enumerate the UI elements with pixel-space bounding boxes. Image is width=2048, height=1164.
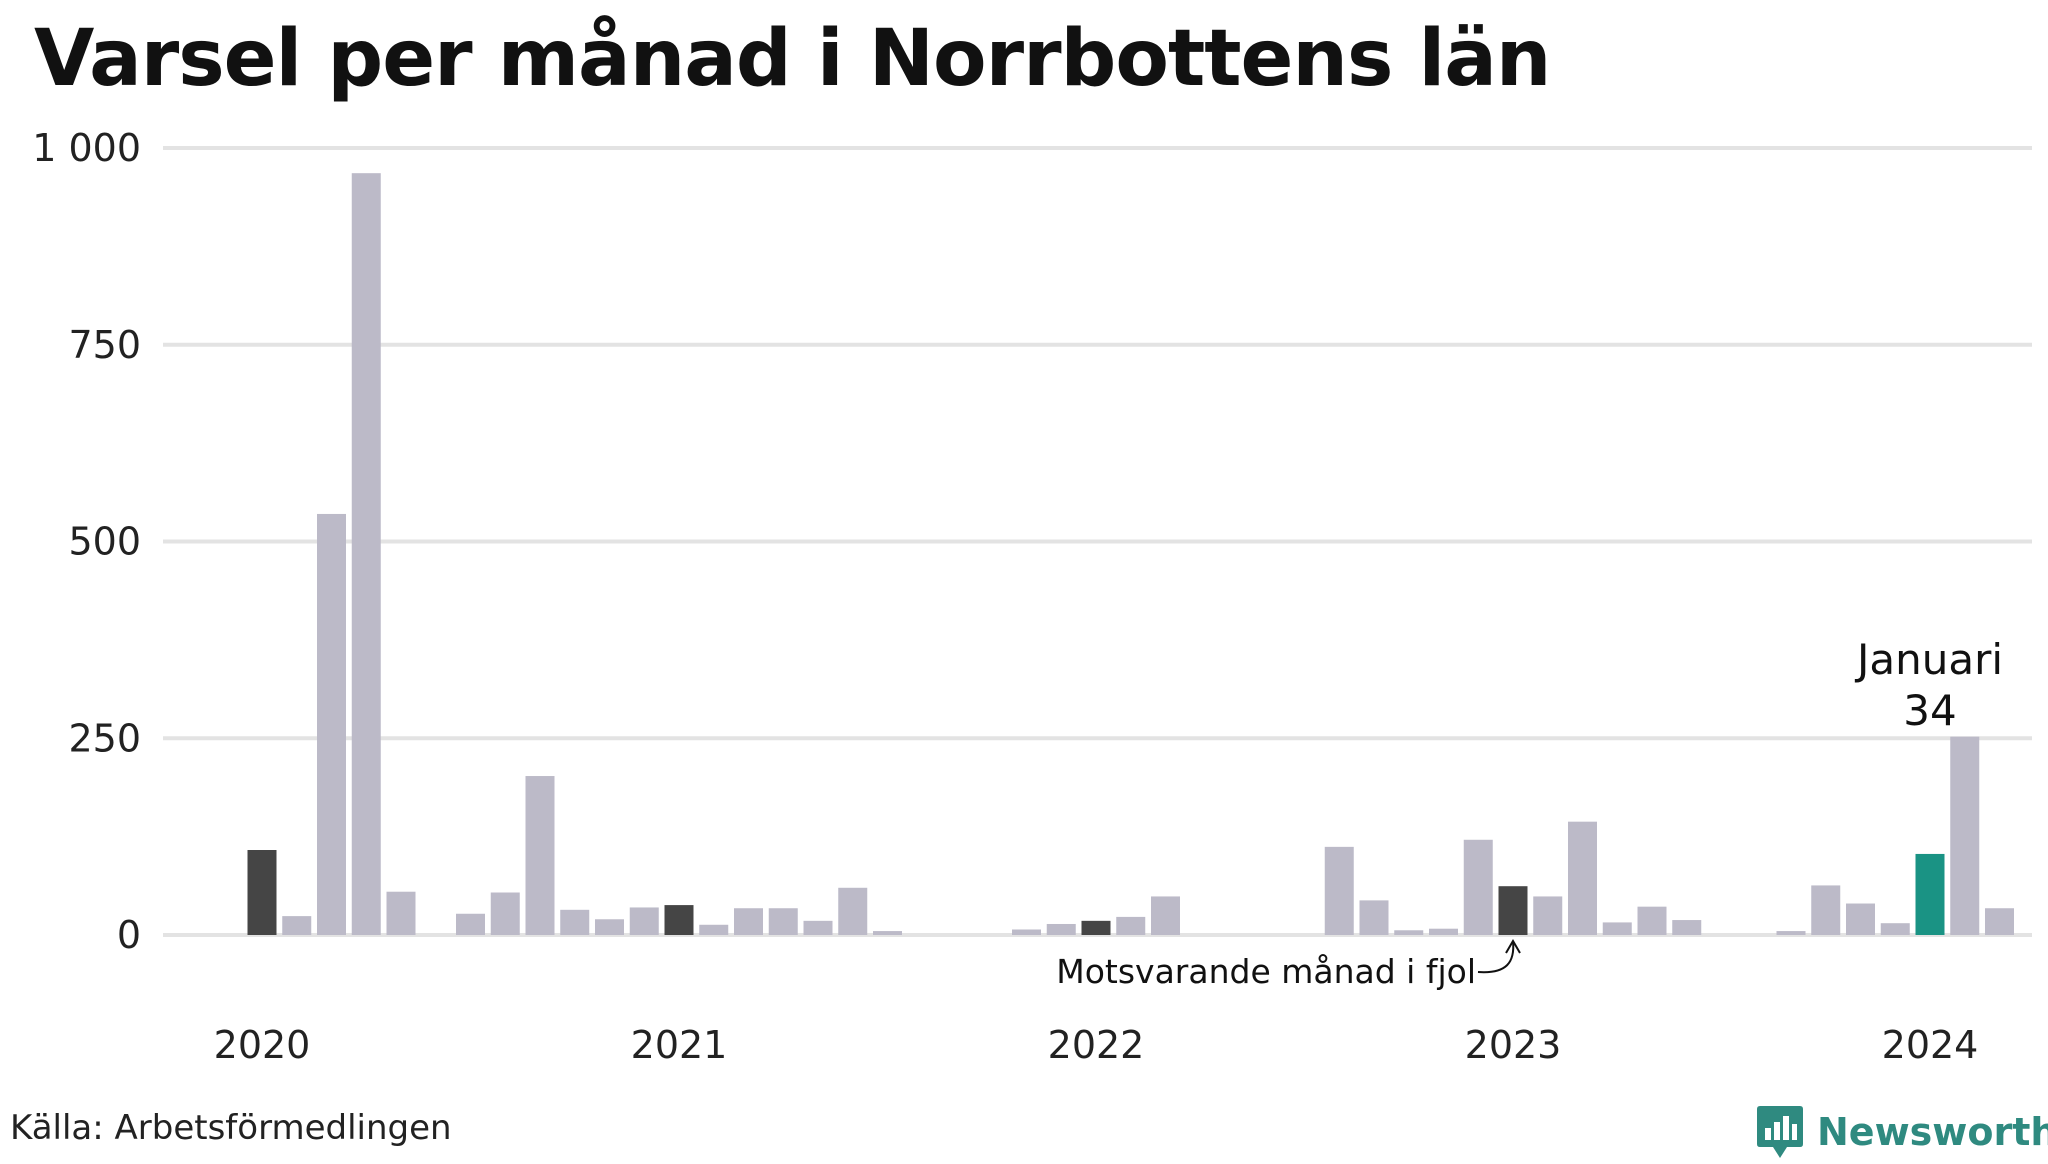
x-tick-label: 2023 (1465, 1023, 1562, 1067)
bar-2020-02 (282, 916, 312, 935)
y-tick-label: 750 (68, 323, 141, 367)
bar-2021-04 (768, 908, 798, 935)
y-tick-label: 0 (117, 913, 141, 957)
bar-2023-01 (1498, 886, 1528, 935)
bar-2020-08 (490, 892, 520, 935)
bar-2022-02 (1116, 916, 1146, 935)
y-axis-ticks: 0 250 500 750 1 000 (32, 126, 141, 957)
bar-2023-10 (1811, 885, 1841, 935)
bar-2022-03 (1151, 896, 1180, 935)
bars (247, 173, 2014, 935)
bar-2022-01 (1081, 920, 1111, 935)
bar-2022-11 (1429, 928, 1458, 935)
x-tick-label: 2024 (1882, 1023, 1979, 1067)
bar-2021-06 (838, 887, 868, 935)
x-tick-label: 2022 (1048, 1023, 1145, 1067)
bar-2020-10 (560, 909, 590, 935)
previous-month-annotation: Motsvarande månad i fjol (1056, 952, 1476, 991)
x-tick-label: 2021 (631, 1023, 728, 1067)
bar-undefined (1985, 908, 2014, 935)
bar-2020-09 (525, 776, 555, 935)
bar-2021-11 (1012, 929, 1041, 935)
bar-2023-03 (1568, 821, 1597, 935)
bar-2021-01 (664, 905, 694, 935)
bar-2023-12 (1880, 923, 1910, 935)
bar-2021-12 (1046, 923, 1076, 935)
newsworthy-logo: Newsworthy (1755, 1100, 2048, 1164)
x-axis-ticks: 2020 2021 2022 2023 2024 (214, 1023, 1979, 1067)
source-note: Källa: Arbetsförmedlingen (10, 1108, 452, 1148)
bar-chart: 0 250 500 750 1 000 2020 2021 2022 2023 2024 Mot… (32, 126, 2032, 1067)
bar-2020-04 (351, 173, 381, 935)
y-tick-label: 250 (68, 716, 141, 760)
bar-2024-01 (1915, 853, 1945, 935)
bar-2022-12 (1463, 839, 1493, 935)
bar-2020-01 (247, 850, 277, 935)
bar-2021-03 (734, 908, 763, 935)
annotation-arrow-head (1505, 939, 1521, 954)
latest-value-label: 34 (1903, 686, 1956, 735)
bar-2021-05 (803, 920, 833, 935)
bar-2021-07 (873, 931, 902, 935)
bar-2023-11 (1846, 903, 1875, 935)
bar-2020-07 (456, 913, 485, 935)
bar-2022-08 (1324, 846, 1354, 935)
bar-2022-10 (1394, 930, 1424, 935)
annotation-arrow-line (1477, 940, 1515, 974)
bar-2020-03 (317, 513, 346, 935)
bar-2023-09 (1776, 931, 1806, 935)
bar-2020-05 (386, 891, 416, 935)
bar-chart-speech-bubble-icon (1757, 1106, 1803, 1158)
bar-2020-11 (595, 919, 624, 935)
bar-2021-02 (699, 924, 729, 935)
bar-2023-05 (1637, 906, 1667, 935)
y-tick-label: 1 000 (32, 126, 141, 170)
x-tick-label: 2020 (214, 1023, 311, 1067)
bar-2023-02 (1533, 896, 1563, 935)
latest-month-label: Januari (1854, 635, 2003, 684)
bar-2023-04 (1602, 922, 1632, 935)
brand-name: Newsworthy (1817, 1110, 2048, 1154)
bar-2023-06 (1672, 920, 1702, 935)
y-tick-label: 500 (68, 520, 141, 564)
bar-2022-09 (1359, 900, 1389, 935)
chart-title: Varsel per månad i Norrbottens län (34, 14, 1551, 104)
gridlines (163, 146, 2032, 937)
bar-2020-12 (629, 907, 659, 935)
bar-undefined (1950, 736, 1980, 935)
